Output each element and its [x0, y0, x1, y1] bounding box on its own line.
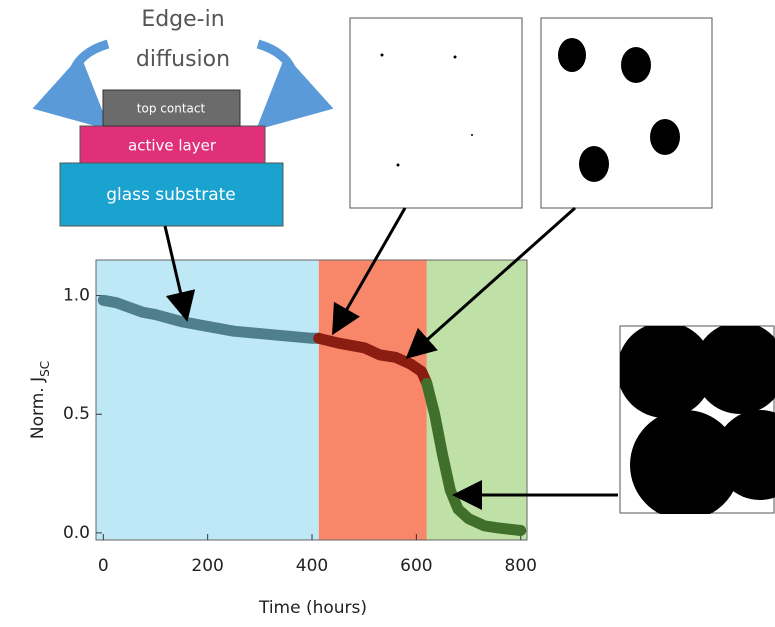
spot [454, 56, 457, 59]
spot [471, 134, 473, 136]
x-tick-label: 400 [296, 556, 328, 576]
figure: 0 200 400 600 800 0.0 0.5 1.0 Edge-in diffusion… [0, 0, 775, 627]
region [319, 260, 427, 540]
x-axis-label: Time (hours) [258, 598, 367, 618]
edge-label: Edge-in [141, 7, 224, 32]
x-tick-label: 200 [191, 556, 223, 576]
spot [650, 119, 680, 155]
spot [621, 47, 651, 83]
y-tick-label: 0.0 [63, 523, 90, 543]
diffusion-arrow [258, 44, 294, 112]
edge-label: diffusion [136, 47, 230, 72]
spot [579, 146, 609, 182]
layer-label: active layer [128, 137, 217, 155]
y-axis-label-main: Norm. J [28, 377, 48, 439]
y-axis-label-sub: SC [38, 361, 52, 377]
layer-label: top contact [137, 102, 206, 116]
x-tick-label: 600 [400, 556, 432, 576]
spot [381, 54, 384, 57]
x-tick-label: 0 [98, 556, 109, 576]
plot: 0 200 400 600 800 0.0 0.5 1.0 [63, 260, 537, 576]
x-tick-label: 800 [505, 556, 537, 576]
y-axis-label: Norm. JSC [28, 361, 52, 439]
y-tick-label: 0.5 [63, 404, 90, 424]
spot [397, 164, 400, 167]
layer-label: glass substrate [106, 185, 236, 205]
inset [350, 18, 522, 208]
y-tick-label: 1.0 [63, 286, 90, 306]
region [427, 260, 527, 540]
spot [558, 38, 586, 72]
